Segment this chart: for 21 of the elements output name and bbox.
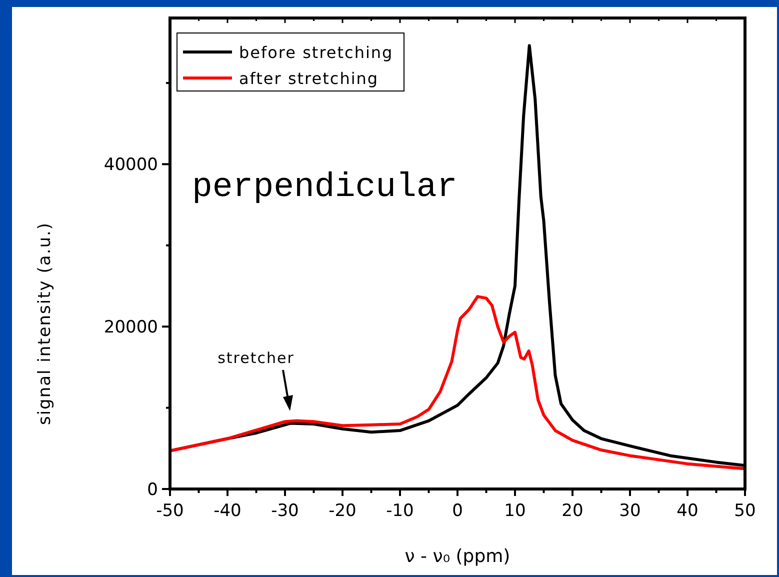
y-tick-label: 40000 <box>104 155 158 176</box>
x-tick-label: -40 <box>214 501 242 521</box>
y-tick-label: 20000 <box>104 318 158 338</box>
x-tick-label: -20 <box>328 501 356 521</box>
x-tick-label: -30 <box>271 501 299 521</box>
y-tick-label: 0 <box>147 480 158 500</box>
legend-label: before stretching <box>239 43 394 62</box>
x-tick-label: 50 <box>734 501 756 521</box>
x-tick-label: 30 <box>619 501 641 521</box>
line-series <box>168 295 746 470</box>
x-tick-label: 40 <box>676 501 698 521</box>
x-tick-label: 10 <box>504 501 526 521</box>
x-tick-label: -10 <box>386 501 414 521</box>
annotation: perpendicular <box>192 169 458 207</box>
x-tick-label: 20 <box>562 501 584 521</box>
x-tick-label: 0 <box>452 501 463 521</box>
annotation: stretcher <box>218 349 294 367</box>
y-axis-title: signal intensity (a.u.) <box>35 222 55 426</box>
legend-label: after stretching <box>239 69 379 88</box>
x-tick-label: -50 <box>156 501 184 521</box>
x-axis-title: ν - ν₀ (ppm) <box>404 546 510 567</box>
